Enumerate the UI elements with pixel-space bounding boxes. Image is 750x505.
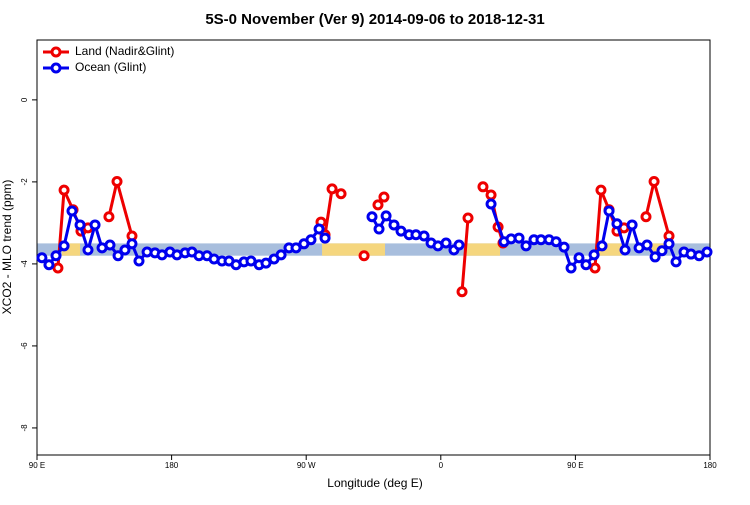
y-tick-label: -2 (20, 178, 29, 186)
y-tick-label: -4 (20, 260, 29, 268)
data-point (378, 191, 390, 203)
data-point (619, 244, 631, 256)
highlight (465, 243, 501, 256)
data-point (290, 242, 302, 254)
data-point (641, 239, 653, 251)
data-point (520, 240, 532, 252)
data-point (89, 219, 101, 231)
x-tick-label: 90 E (567, 461, 583, 470)
data-point (103, 211, 115, 223)
data-point (58, 184, 70, 196)
data-point (275, 249, 287, 261)
data-point (440, 237, 452, 249)
x-tick-label: 0 (439, 461, 444, 470)
data-point (656, 245, 668, 257)
data-point (603, 205, 615, 217)
data-point (565, 262, 577, 274)
data-point (573, 252, 585, 264)
data-point (648, 175, 660, 187)
data-point (640, 211, 652, 223)
data-point (126, 238, 138, 250)
data-point (485, 198, 497, 210)
data-point (453, 239, 465, 251)
x-tick-label: 180 (703, 461, 717, 470)
data-point (670, 256, 682, 268)
legend-label: Ocean (Glint) (75, 60, 146, 74)
legend-label: Land (Nadir&Glint) (75, 44, 174, 58)
data-point (550, 236, 562, 248)
data-point (358, 250, 370, 262)
y-tick-label: -6 (20, 342, 29, 350)
y-tick-label: -8 (20, 424, 29, 432)
data-point (43, 259, 55, 271)
data-point (58, 240, 70, 252)
data-point (373, 223, 385, 235)
data-point (513, 232, 525, 244)
data-point (112, 250, 124, 262)
data-point (589, 262, 601, 274)
data-point (66, 205, 78, 217)
data-point (626, 219, 638, 231)
data-point (50, 250, 62, 262)
data-point (388, 219, 400, 231)
data-point (52, 262, 64, 274)
data-point (485, 189, 497, 201)
data-point (477, 181, 489, 193)
data-point (558, 241, 570, 253)
data-point (611, 218, 623, 230)
data-point (36, 252, 48, 264)
data-point (588, 249, 600, 261)
x-axis-label: Longitude (deg E) (327, 476, 422, 490)
data-point (663, 238, 675, 250)
data-point (313, 223, 325, 235)
data-point (456, 286, 468, 298)
y-axis-label: XCO2 - MLO trend (ppm) (0, 180, 14, 315)
x-tick-label: 90 W (297, 461, 316, 470)
data-point (649, 251, 661, 263)
data-point (580, 259, 592, 271)
data-point (380, 210, 392, 222)
data-point (596, 240, 608, 252)
data-point (326, 183, 338, 195)
highlight (322, 243, 386, 256)
data-point (119, 244, 131, 256)
legend-marker (50, 46, 62, 58)
data-point (366, 211, 378, 223)
data-point (335, 188, 347, 200)
x-tick-label: 180 (165, 461, 179, 470)
data-point (104, 239, 116, 251)
chart-title: 5S-0 November (Ver 9) 2014-09-06 to 2018… (205, 11, 544, 28)
y-tick-label: 0 (20, 97, 29, 102)
data-point (418, 230, 430, 242)
data-point (319, 232, 331, 244)
data-point (305, 234, 317, 246)
data-point (133, 255, 145, 267)
data-point (82, 244, 94, 256)
data-point (111, 175, 123, 187)
data-point (372, 199, 384, 211)
data-point (260, 257, 272, 269)
data-point (701, 246, 713, 258)
data-point (462, 212, 474, 224)
series-line (56, 181, 671, 292)
x-tick-label: 90 E (29, 461, 45, 470)
legend-marker (50, 62, 62, 74)
data-point (74, 219, 86, 231)
data-point (595, 184, 607, 196)
